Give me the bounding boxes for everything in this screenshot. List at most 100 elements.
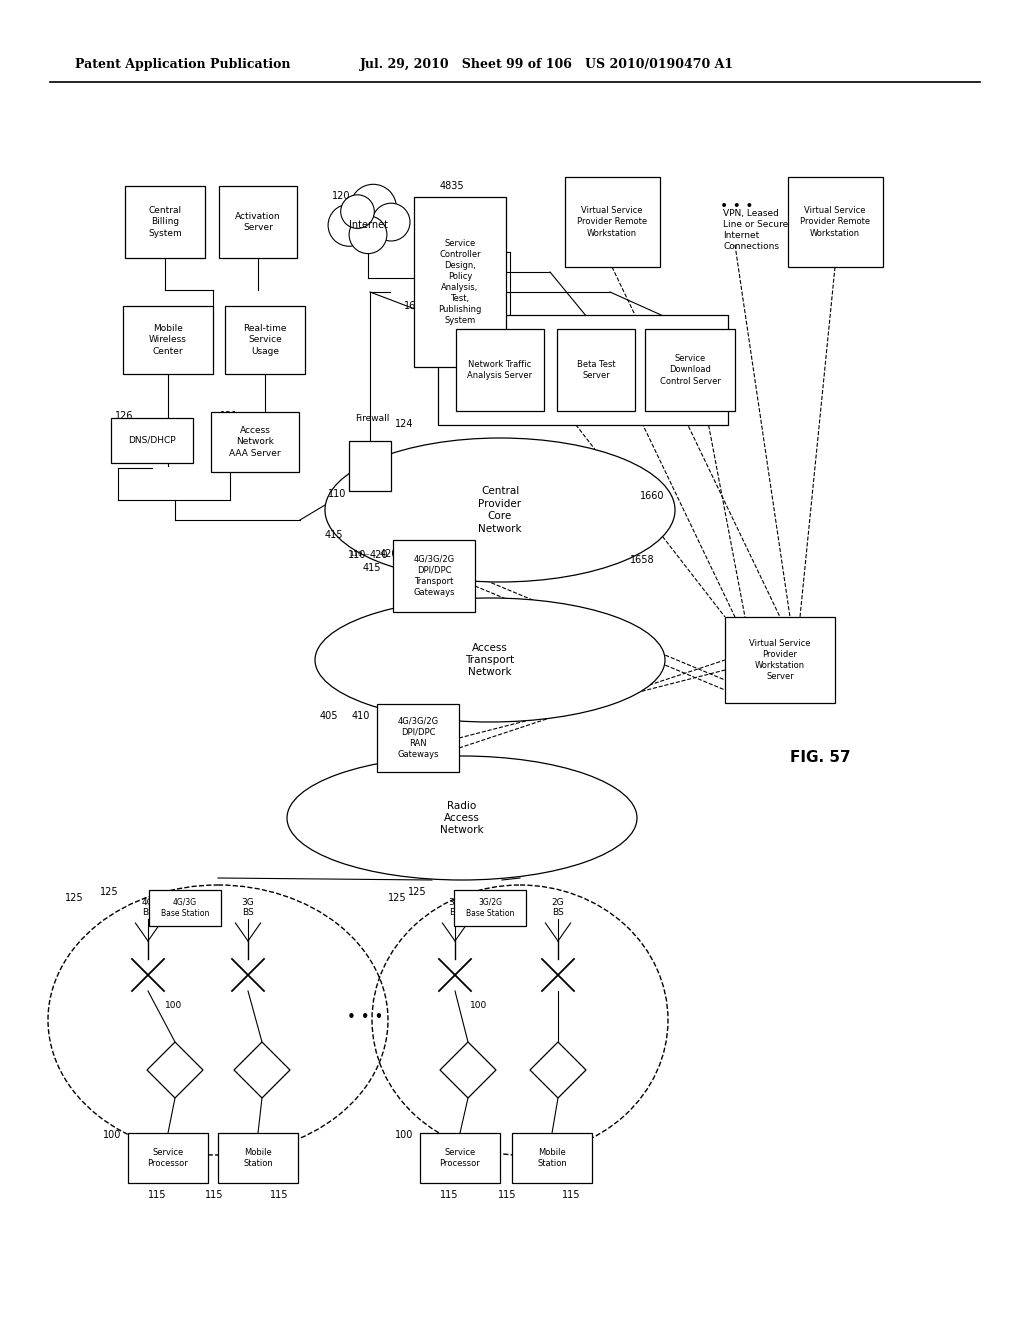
Text: 1658: 1658 (630, 554, 654, 565)
Text: 2G
BS: 2G BS (552, 898, 564, 917)
Text: Virtual Service
Provider Remote
Workstation: Virtual Service Provider Remote Workstat… (800, 206, 870, 238)
Text: 123: 123 (128, 191, 146, 201)
FancyBboxPatch shape (211, 412, 299, 473)
FancyBboxPatch shape (225, 306, 305, 374)
Text: 125: 125 (408, 887, 427, 898)
Text: 410: 410 (352, 711, 371, 721)
Text: 4835: 4835 (440, 181, 465, 191)
Text: 420: 420 (370, 550, 388, 560)
Text: Mobile
Station: Mobile Station (538, 1148, 567, 1168)
Text: 118: 118 (230, 312, 249, 321)
Ellipse shape (315, 598, 665, 722)
Text: 100: 100 (103, 1130, 122, 1140)
Text: 405: 405 (319, 711, 339, 721)
FancyBboxPatch shape (564, 177, 659, 267)
FancyBboxPatch shape (218, 1133, 298, 1183)
Text: 115: 115 (205, 1191, 223, 1200)
Text: Service
Download
Control Server: Service Download Control Server (659, 354, 721, 385)
Text: 4920: 4920 (583, 187, 607, 197)
Text: 4910: 4910 (745, 631, 769, 642)
Text: VPN, Leased
Line or Secure
Internet
Connections: VPN, Leased Line or Secure Internet Conn… (723, 209, 788, 251)
FancyBboxPatch shape (787, 177, 883, 267)
FancyBboxPatch shape (645, 329, 735, 411)
Ellipse shape (325, 438, 675, 582)
Circle shape (349, 215, 387, 253)
Text: 1660: 1660 (640, 491, 665, 502)
Text: 415: 415 (362, 564, 382, 573)
Text: 4920: 4920 (805, 187, 829, 197)
Text: Virtual Service
Provider Remote
Workstation: Virtual Service Provider Remote Workstat… (577, 206, 647, 238)
FancyBboxPatch shape (438, 315, 728, 425)
Text: 125: 125 (65, 894, 84, 903)
FancyBboxPatch shape (219, 186, 297, 257)
Ellipse shape (287, 756, 637, 880)
Text: Patent Application Publication: Patent Application Publication (75, 58, 291, 71)
Text: 4G
BS: 4G BS (141, 898, 155, 917)
FancyBboxPatch shape (349, 441, 391, 491)
Text: 4G/3G/2G
DPI/DPC
RAN
Gateways: 4G/3G/2G DPI/DPC RAN Gateways (397, 717, 438, 759)
Text: Mobile
Station: Mobile Station (243, 1148, 272, 1168)
Text: 100: 100 (165, 1001, 182, 1010)
Text: 120: 120 (332, 191, 350, 201)
Text: Internet: Internet (348, 220, 387, 230)
FancyBboxPatch shape (125, 186, 205, 257)
Text: 110: 110 (348, 550, 367, 560)
Text: 115: 115 (270, 1191, 289, 1200)
Text: 4G/3G/2G
DPI/DPC
Transport
Gateways: 4G/3G/2G DPI/DPC Transport Gateways (414, 554, 455, 597)
FancyBboxPatch shape (725, 616, 835, 704)
Text: 100: 100 (395, 1130, 414, 1140)
FancyBboxPatch shape (456, 329, 544, 411)
FancyBboxPatch shape (377, 704, 459, 772)
FancyBboxPatch shape (393, 540, 475, 612)
Text: Radio
Access
Network: Radio Access Network (440, 801, 483, 836)
FancyBboxPatch shape (557, 329, 635, 411)
Text: Beta Test
Server: Beta Test Server (577, 360, 615, 380)
Text: Access
Network
AAA Server: Access Network AAA Server (229, 426, 281, 458)
FancyBboxPatch shape (128, 1133, 208, 1183)
Text: Mobile
Wireless
Center: Mobile Wireless Center (150, 325, 187, 355)
Text: Virtual Service
Provider
Workstation
Server: Virtual Service Provider Workstation Ser… (750, 639, 811, 681)
FancyBboxPatch shape (111, 417, 193, 462)
Text: 1656: 1656 (404, 301, 429, 312)
Text: 420: 420 (380, 549, 398, 558)
Text: Service
Processor: Service Processor (147, 1148, 188, 1168)
Circle shape (350, 185, 396, 231)
FancyBboxPatch shape (123, 306, 213, 374)
Text: 115: 115 (440, 1191, 459, 1200)
FancyBboxPatch shape (150, 890, 221, 927)
Text: Central
Provider
Core
Network: Central Provider Core Network (478, 486, 522, 533)
Text: 3G/2G
Base Station: 3G/2G Base Station (466, 898, 514, 917)
Text: 110: 110 (328, 488, 346, 499)
Text: 110—: 110— (349, 550, 370, 557)
Text: 160: 160 (222, 191, 241, 201)
Text: 132: 132 (132, 312, 151, 321)
Text: 115: 115 (148, 1191, 167, 1200)
Text: 126: 126 (115, 411, 133, 421)
Text: Access
Transport
Network: Access Transport Network (466, 643, 515, 677)
Circle shape (372, 203, 410, 242)
Text: • • •: • • • (720, 199, 754, 213)
Text: • • •: • • • (347, 1011, 383, 1026)
Text: 124: 124 (395, 418, 414, 429)
Text: FIG. 57: FIG. 57 (790, 750, 851, 766)
Text: 3G
BS: 3G BS (242, 898, 254, 917)
Text: Jul. 29, 2010   Sheet 99 of 106   US 2010/0190470 A1: Jul. 29, 2010 Sheet 99 of 106 US 2010/01… (360, 58, 734, 71)
Text: 4G/3G
Base Station: 4G/3G Base Station (161, 898, 209, 917)
Text: 125: 125 (388, 894, 407, 903)
Text: Activation
Server: Activation Server (236, 213, 281, 232)
Text: 115: 115 (562, 1191, 581, 1200)
FancyBboxPatch shape (420, 1133, 500, 1183)
Text: 125: 125 (100, 887, 119, 898)
FancyBboxPatch shape (454, 890, 526, 927)
Text: 100: 100 (470, 1001, 487, 1010)
FancyBboxPatch shape (512, 1133, 592, 1183)
FancyBboxPatch shape (414, 197, 506, 367)
Circle shape (328, 205, 370, 247)
Text: Service
Processor: Service Processor (439, 1148, 480, 1168)
Circle shape (341, 195, 375, 228)
Text: DNS/DHCP: DNS/DHCP (128, 436, 176, 445)
Text: Service
Controller
Design,
Policy
Analysis,
Test,
Publishing
System: Service Controller Design, Policy Analys… (438, 239, 481, 325)
Text: Real-time
Service
Usage: Real-time Service Usage (244, 325, 287, 355)
Text: 121: 121 (220, 411, 239, 421)
Text: 3G
BS: 3G BS (449, 898, 462, 917)
